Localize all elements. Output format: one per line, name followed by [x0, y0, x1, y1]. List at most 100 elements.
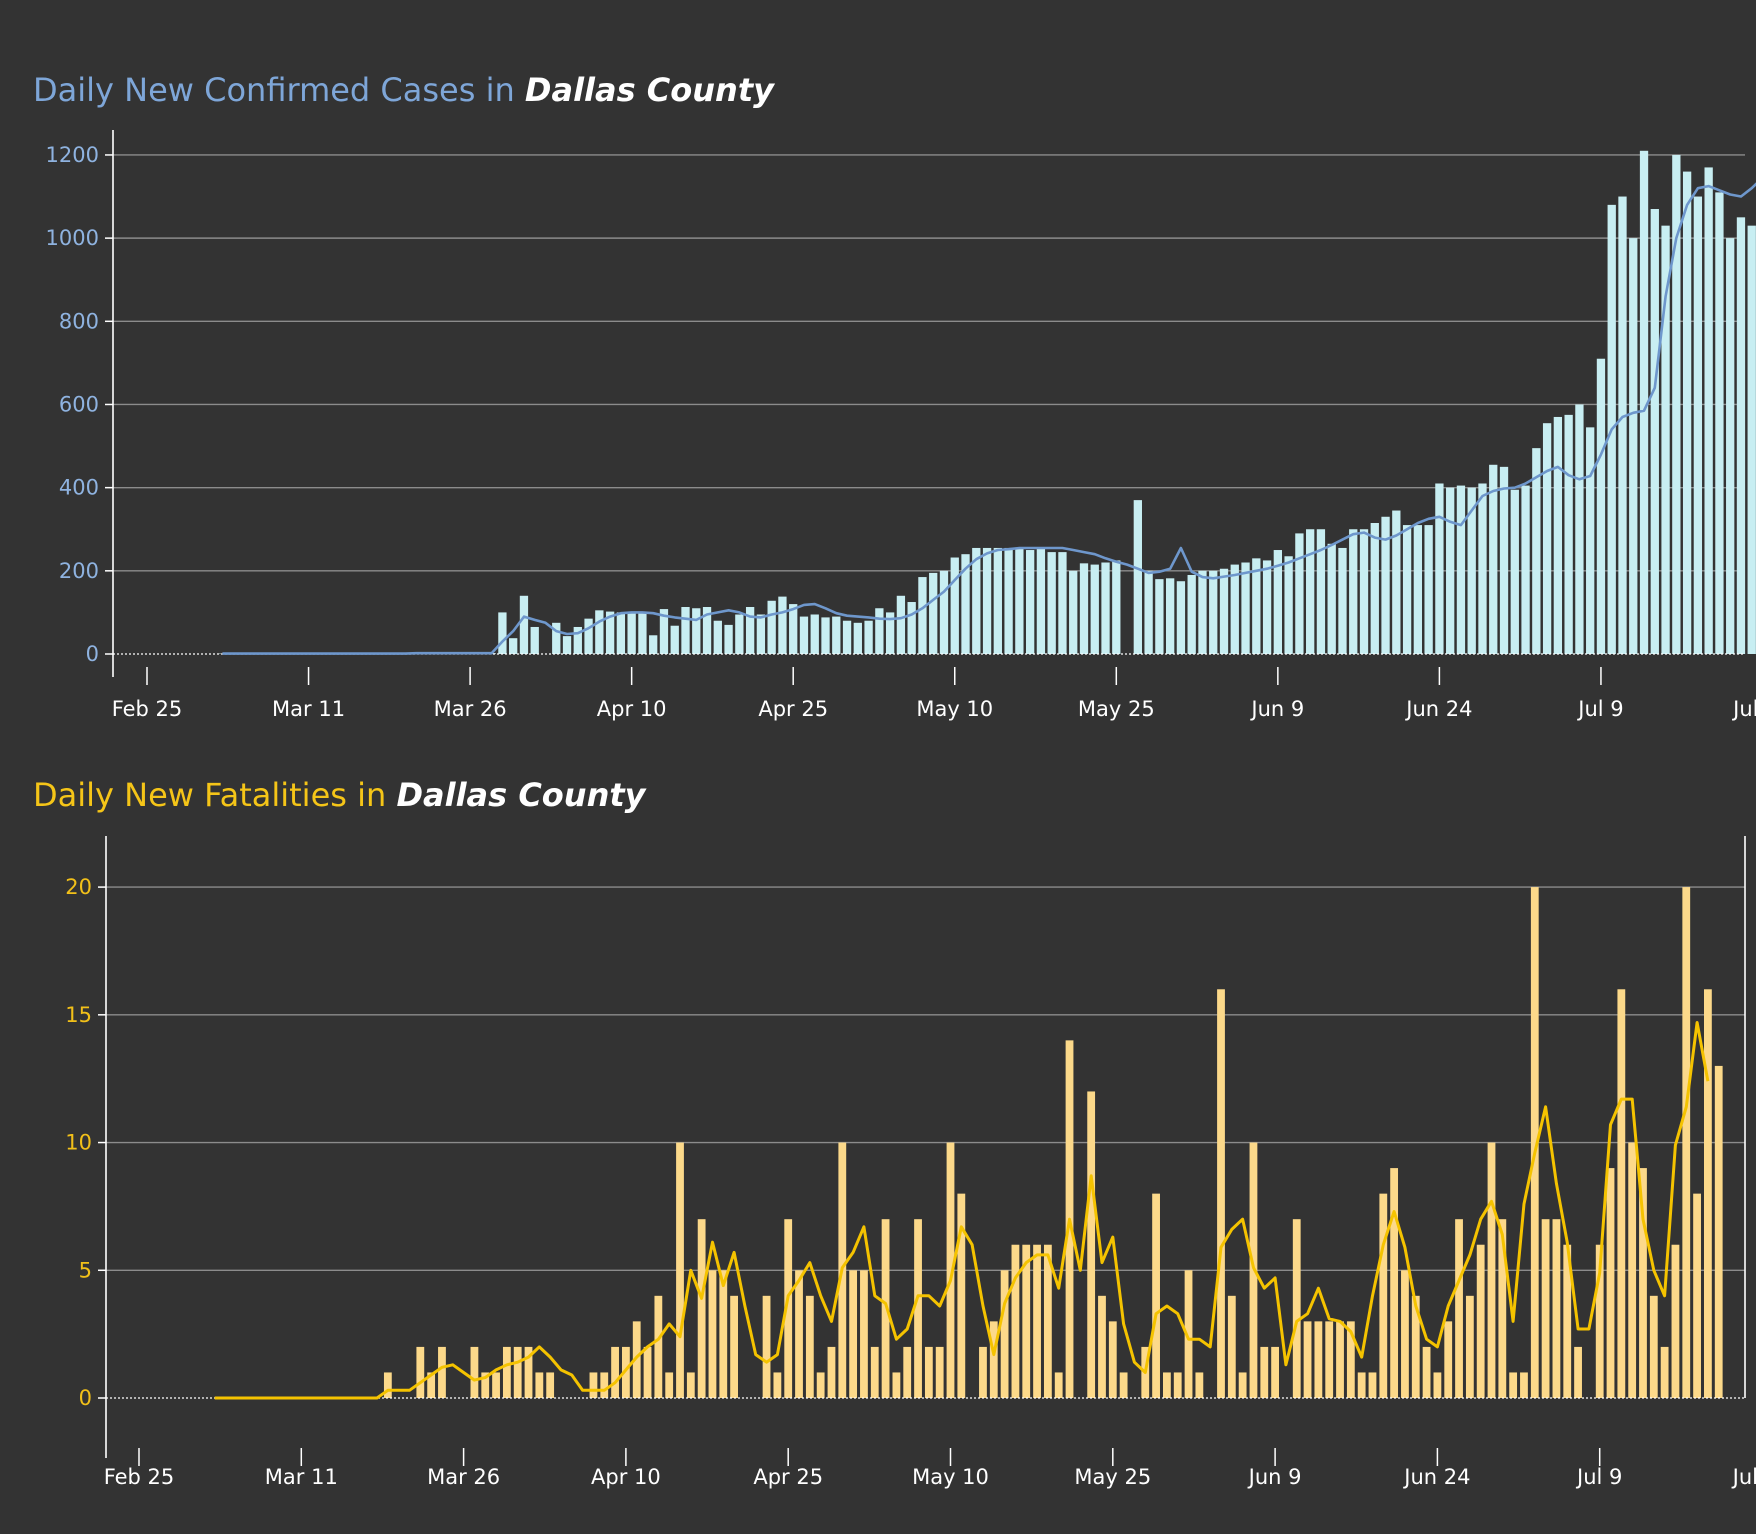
fatalities-bar	[1369, 1372, 1377, 1398]
cases-bar	[1220, 569, 1228, 654]
cases-bar	[1295, 533, 1303, 654]
fatalities-bar	[1542, 1219, 1550, 1398]
cases-bar	[1403, 525, 1411, 654]
cases-bar	[1618, 197, 1626, 654]
cases-bar	[563, 636, 571, 654]
fatalities-bar	[438, 1347, 446, 1398]
cases-bar	[1134, 500, 1142, 654]
fatalities-bar	[1271, 1347, 1279, 1398]
fatalities-x-tick-label: May 10	[912, 1465, 989, 1489]
cases-bar	[1252, 558, 1260, 654]
cases-bar	[1748, 226, 1756, 654]
fatalities-bar	[893, 1372, 901, 1398]
fatalities-bar	[1553, 1219, 1561, 1398]
fatalities-bar	[1109, 1321, 1117, 1398]
cases-x-tick-label: Mar 26	[434, 697, 507, 721]
cases-bar	[1543, 423, 1551, 654]
fatalities-bar	[773, 1372, 781, 1398]
fatalities-bar	[871, 1347, 879, 1398]
cases-bar	[1726, 238, 1734, 654]
cases-bar	[1048, 552, 1056, 654]
cases-bar	[897, 596, 905, 654]
cases-bar	[1306, 529, 1314, 654]
cases-y-tick-label: 600	[59, 392, 99, 416]
cases-bar	[994, 548, 1002, 654]
fatalities-bar	[709, 1270, 717, 1398]
cases-bar	[1651, 209, 1659, 654]
fatalities-bar	[687, 1372, 695, 1398]
fatalities-chart-title: Daily New Fatalities in Dallas County	[33, 776, 647, 814]
cases-bar	[908, 602, 916, 654]
fatalities-bar	[1098, 1296, 1106, 1398]
fatalities-bar	[611, 1347, 619, 1398]
cases-bar	[1414, 525, 1422, 654]
fatalities-bar	[1120, 1372, 1128, 1398]
cases-y-tick-label: 200	[59, 559, 99, 583]
fatalities-bar	[1628, 1143, 1636, 1398]
fatalities-bar	[1715, 1066, 1723, 1398]
fatalities-bar	[719, 1270, 727, 1398]
fatalities-bar	[1033, 1245, 1041, 1398]
fatalities-bar	[1325, 1321, 1333, 1398]
fatalities-y-tick-label: 10	[65, 1131, 92, 1155]
cases-x-tick-label: May 10	[916, 697, 993, 721]
fatalities-x-tick-label: Jun 9	[1247, 1465, 1302, 1489]
cases-bar	[789, 604, 797, 654]
fatalities-bar	[1336, 1321, 1344, 1398]
cases-x-tick-label: Jul 9	[1576, 697, 1623, 721]
cases-bar	[1694, 197, 1702, 654]
cases-bar	[951, 558, 959, 654]
cases-y-tick-label: 0	[86, 642, 99, 666]
cases-y-tick-label: 800	[59, 309, 99, 333]
fatalities-y-tick-label: 15	[65, 1003, 92, 1027]
cases-bar	[1241, 563, 1249, 654]
cases-bar	[746, 607, 754, 654]
cases-bar	[821, 617, 829, 654]
cases-bar	[617, 612, 625, 654]
fatalities-x-tick-label: Apr 10	[591, 1465, 661, 1489]
fatalities-bar	[514, 1347, 522, 1398]
fatalities-bar	[1390, 1168, 1398, 1398]
fatalities-x-tick-label: Apr 25	[753, 1465, 823, 1489]
fatalities-bar	[795, 1270, 803, 1398]
fatalities-bar	[1379, 1194, 1387, 1398]
cases-x-tick-label: Jul 24	[1731, 697, 1756, 721]
fatalities-bar	[1217, 989, 1225, 1398]
cases-bar	[778, 597, 786, 654]
fatalities-bar	[979, 1347, 987, 1398]
cases-bar	[1080, 563, 1088, 654]
cases-bar	[1155, 579, 1163, 654]
fatalities-bar	[590, 1372, 598, 1398]
cases-bar	[1586, 427, 1594, 654]
cases-bar	[1683, 172, 1691, 654]
cases-bar	[864, 621, 872, 654]
cases-bar	[1629, 238, 1637, 654]
fatalities-bar	[535, 1372, 543, 1398]
fatalities-bar	[1152, 1194, 1160, 1398]
fatalities-bar	[849, 1270, 857, 1398]
cases-bar	[757, 614, 765, 654]
cases-bar	[1263, 560, 1271, 654]
cases-bar	[1112, 560, 1120, 654]
cases-bar	[1037, 548, 1045, 654]
cases-bar	[1188, 575, 1196, 654]
cases-bar	[595, 610, 603, 654]
fatalities-x-tick-label: Mar 11	[265, 1465, 338, 1489]
fatalities-bar	[1174, 1372, 1182, 1398]
cases-y-tick-label: 400	[59, 476, 99, 500]
fatalities-x-tick-label: Mar 26	[427, 1465, 500, 1489]
fatalities-bar	[1260, 1347, 1268, 1398]
cases-bar	[531, 627, 539, 654]
cases-bar	[1446, 488, 1454, 654]
cases-bar	[1091, 565, 1099, 654]
cases-bar	[1371, 523, 1379, 654]
fatalities-bar	[1055, 1372, 1063, 1398]
fatalities-bar	[806, 1296, 814, 1398]
cases-bar	[832, 617, 840, 654]
cases-bar	[520, 596, 528, 654]
cases-bar	[1198, 571, 1206, 654]
cases-bar	[628, 612, 636, 654]
fatalities-bar	[1423, 1347, 1431, 1398]
fatalities-bar	[676, 1143, 684, 1398]
